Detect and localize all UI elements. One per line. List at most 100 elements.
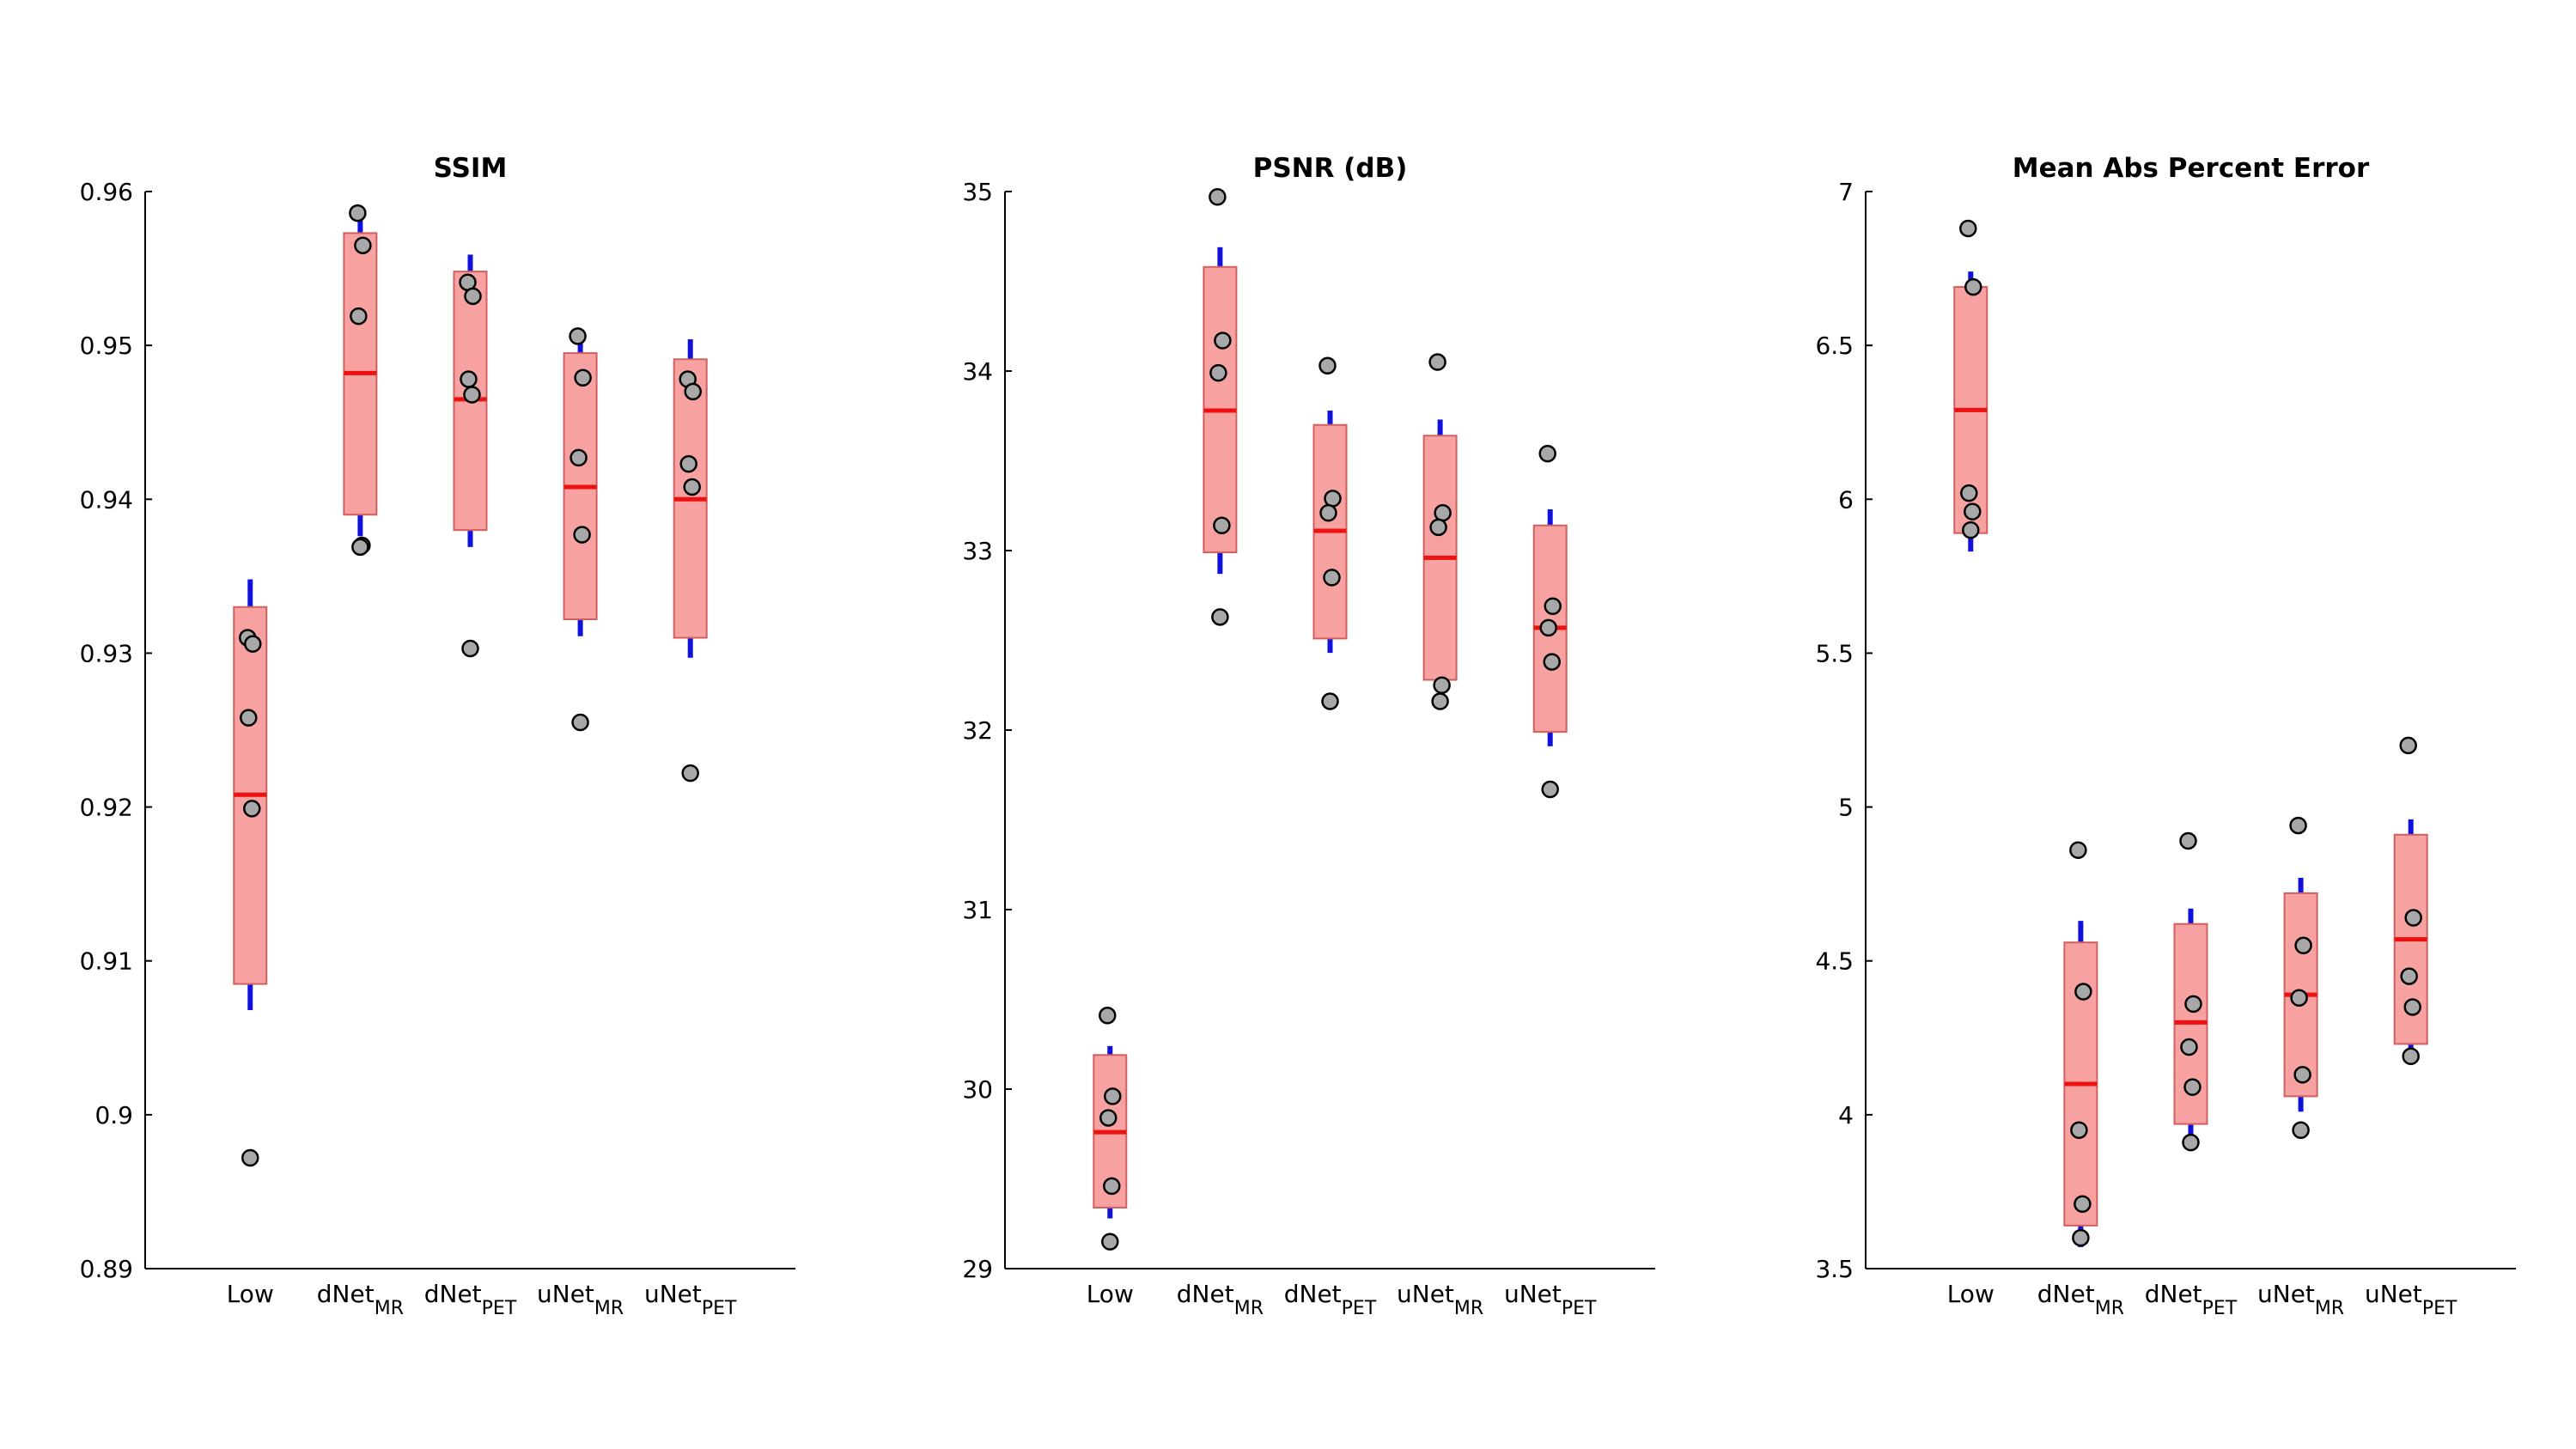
y-tick-label: 29 xyxy=(962,1255,993,1283)
data-point xyxy=(2403,998,2421,1016)
data-point xyxy=(681,764,699,782)
data-point xyxy=(683,478,701,496)
x-tick-label: dNetMR xyxy=(2037,1280,2124,1319)
data-point xyxy=(573,526,591,544)
label-text: uNet xyxy=(537,1280,594,1308)
y-tick-label: 0.96 xyxy=(80,178,133,206)
x-tick-label: uNetMR xyxy=(2257,1280,2344,1319)
x-tick-label: dNetMR xyxy=(317,1280,404,1319)
data-point xyxy=(1104,1087,1122,1105)
data-point xyxy=(241,1148,259,1167)
x-tick-label: dNetPET xyxy=(424,1280,517,1319)
label-subscript: MR xyxy=(594,1298,624,1319)
data-point xyxy=(1213,516,1231,534)
x-tick-label: uNetMR xyxy=(537,1280,624,1319)
label-subscript: PET xyxy=(1342,1298,1377,1319)
data-point xyxy=(1544,597,1562,616)
label-text: dNet xyxy=(1284,1280,1342,1308)
data-point xyxy=(1433,676,1451,694)
data-point xyxy=(1099,1109,1117,1127)
data-point xyxy=(1103,1177,1121,1196)
x-tick-label: dNetMR xyxy=(1177,1280,1264,1319)
label-text: uNet xyxy=(644,1280,702,1308)
label-text: dNet xyxy=(317,1280,375,1308)
data-point xyxy=(1964,502,1982,521)
data-point xyxy=(2292,1121,2310,1140)
x-tick-label: dNetPET xyxy=(1284,1280,1377,1319)
data-point xyxy=(2184,995,2202,1014)
data-point xyxy=(684,382,702,401)
data-point xyxy=(350,307,368,326)
data-point xyxy=(460,370,478,388)
x-tick-label: Low xyxy=(1947,1280,1994,1308)
data-point xyxy=(1209,188,1227,206)
label-subscript: PET xyxy=(1562,1298,1597,1319)
data-point xyxy=(1964,277,1982,296)
x-tick-label: dNetPET xyxy=(2145,1280,2238,1319)
label-subscript: MR xyxy=(1234,1298,1264,1319)
data-point xyxy=(1211,608,1229,626)
data-point xyxy=(1428,353,1446,371)
data-point xyxy=(354,236,372,254)
data-point xyxy=(2070,1121,2088,1140)
y-tick-label: 30 xyxy=(962,1075,993,1104)
data-point xyxy=(2074,1195,2092,1214)
data-point xyxy=(351,538,369,557)
data-point xyxy=(2182,1133,2200,1152)
data-point xyxy=(1214,332,1232,350)
data-point xyxy=(1541,780,1559,799)
y-tick-label: 4.5 xyxy=(1815,947,1854,976)
y-tick-label: 0.94 xyxy=(80,485,133,514)
x-tick-label: uNetPET xyxy=(2365,1280,2457,1319)
label-subscript: MR xyxy=(2095,1298,2124,1319)
y-tick-label: 0.91 xyxy=(80,947,133,976)
label-text: dNet xyxy=(2145,1280,2202,1308)
label-subscript: MR xyxy=(375,1298,404,1319)
chart-title: Mean Abs Percent Error xyxy=(2013,153,2370,184)
data-point xyxy=(2399,736,2417,755)
data-point xyxy=(243,800,261,818)
x-tick-label: Low xyxy=(1087,1280,1134,1308)
label-subscript: MR xyxy=(1454,1298,1483,1319)
label-text: uNet xyxy=(1504,1280,1562,1308)
label-subscript: PET xyxy=(2422,1298,2457,1319)
data-point xyxy=(2180,1038,2198,1056)
y-tick-label: 0.95 xyxy=(80,332,133,360)
y-tick-label: 34 xyxy=(962,357,993,386)
data-point xyxy=(1959,219,1977,238)
data-point xyxy=(1323,569,1341,587)
label-subscript: PET xyxy=(482,1298,517,1319)
y-tick-label: 33 xyxy=(962,537,993,565)
data-point xyxy=(2290,989,2308,1007)
y-tick-label: 0.92 xyxy=(80,794,133,822)
data-point xyxy=(2069,841,2087,859)
x-tick-label: uNetPET xyxy=(1504,1280,1597,1319)
data-point xyxy=(2404,909,2422,927)
data-point xyxy=(1319,503,1337,522)
y-tick-label: 6.5 xyxy=(1815,332,1854,360)
label-subscript: MR xyxy=(2315,1298,2344,1319)
label-text: uNet xyxy=(1397,1280,1454,1308)
data-point xyxy=(1318,356,1337,374)
label-text: uNet xyxy=(2257,1280,2315,1308)
data-point xyxy=(569,327,587,345)
data-point xyxy=(1099,1007,1117,1025)
panel: Mean Abs Percent Error 3.5 4 4.5 5 5.5 6 6.5 7 Lo… xyxy=(1815,153,2516,1319)
label-subscript: PET xyxy=(702,1298,737,1319)
x-tick-label: Low xyxy=(227,1280,274,1308)
data-point xyxy=(1324,490,1342,508)
data-point xyxy=(2074,983,2092,1001)
panel: SSIM 0.89 0.9 0.91 0.92 0.93 0.94 0.95 0.96 Low dN… xyxy=(80,153,795,1319)
data-point xyxy=(574,368,592,387)
data-point xyxy=(349,204,367,222)
y-tick-label: 5.5 xyxy=(1815,639,1854,667)
data-point xyxy=(2179,831,2197,850)
data-point xyxy=(1429,518,1447,537)
chart-title: SSIM xyxy=(434,153,508,184)
data-point xyxy=(240,709,258,727)
y-tick-label: 32 xyxy=(962,716,993,745)
data-point xyxy=(2183,1078,2201,1096)
label-text: Low xyxy=(1087,1280,1134,1308)
